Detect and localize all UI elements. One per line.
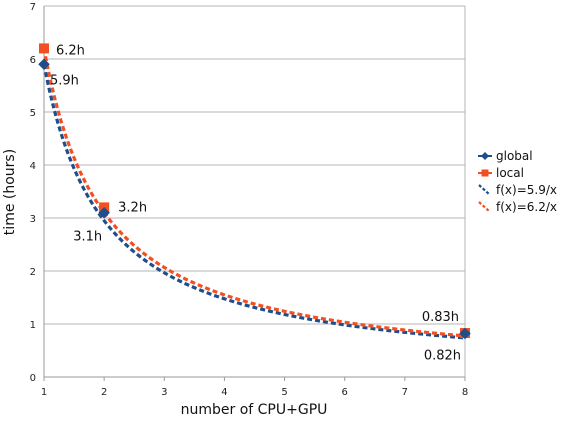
grid-lines [44, 5, 465, 378]
legend-dash [478, 201, 491, 213]
legend-label: global [496, 149, 533, 163]
global-data-label: 3.1h [73, 230, 102, 245]
x-axis-ticks: 1 2 3 4 5 6 7 8 [41, 377, 468, 398]
global-point [38, 58, 50, 71]
y-axis-title: time (hours) [2, 149, 18, 235]
global-point [459, 327, 471, 340]
local-data-label: 3.2h [118, 200, 147, 215]
legend-item-f-x-5-9-x: f(x)=5.9/x [478, 183, 557, 197]
legend-label: f(x)=6.2/x [496, 200, 557, 214]
curve-f-x-6-2-x [42, 48, 466, 338]
local-data-label: 0.83h [422, 310, 459, 325]
y-tick-label: 5 [30, 108, 36, 119]
x-axis-title: number of CPU+GPU [181, 402, 328, 418]
y-tick-label: 0 [30, 373, 36, 384]
x-tick-label: 6 [342, 387, 348, 398]
y-axis-ticks: 0 1 2 3 4 5 6 7 [30, 2, 36, 384]
legend-marker [480, 151, 490, 161]
global-data-label: 5.9h [50, 73, 79, 88]
global-data-label: 0.82h [424, 349, 461, 364]
curve-f-x-5-9-x [42, 63, 466, 340]
fit-curves [42, 48, 466, 340]
legend-item-local: local [478, 166, 524, 180]
legend-label: f(x)=5.9/x [496, 183, 557, 197]
local-data-label: 6.2h [56, 43, 85, 58]
x-tick-label: 8 [462, 387, 468, 398]
x-tick-label: 7 [402, 387, 408, 398]
legend-item-f-x-6-2-x: f(x)=6.2/x [478, 200, 557, 214]
y-tick-label: 7 [30, 2, 36, 13]
y-tick-label: 1 [30, 320, 36, 331]
y-tick-label: 6 [30, 55, 36, 66]
global-point [98, 206, 110, 219]
legend-dash [478, 184, 491, 196]
data-markers [38, 43, 471, 340]
legend-label: local [496, 166, 524, 180]
data-labels: 5.9h 3.1h 0.82h 6.2h 3.2h 0.83h [50, 43, 461, 363]
x-tick-label: 4 [221, 387, 227, 398]
y-tick-label: 3 [30, 214, 36, 225]
x-tick-label: 2 [101, 387, 107, 398]
x-tick-label: 5 [281, 387, 287, 398]
x-tick-label: 3 [161, 387, 167, 398]
legend-item-global: global [478, 149, 533, 163]
y-tick-label: 2 [30, 267, 36, 278]
legend: global local f(x)=5.9/x f(x)=6.2/x [478, 149, 557, 214]
x-tick-label: 1 [41, 387, 47, 398]
legend-marker [481, 169, 489, 177]
local-point [39, 43, 49, 54]
axes [43, 6, 466, 378]
y-tick-label: 4 [30, 161, 36, 172]
